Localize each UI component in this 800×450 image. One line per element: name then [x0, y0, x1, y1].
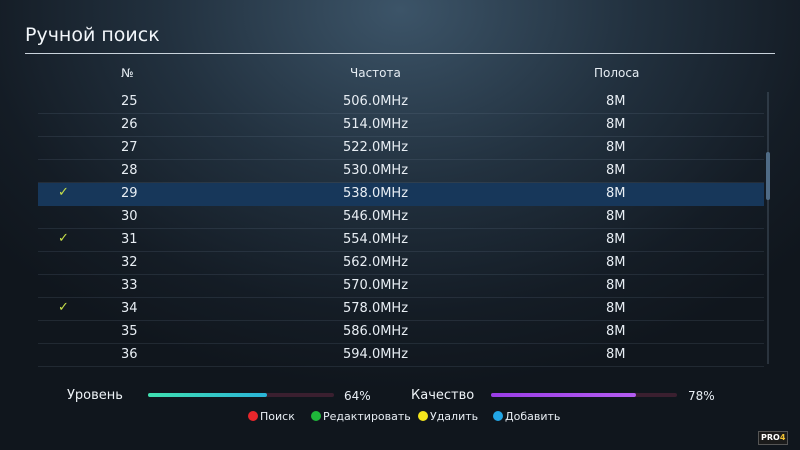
yellow-button-icon: [418, 411, 428, 421]
channel-bandwidth: 8M: [606, 94, 626, 109]
channel-number: 33: [121, 278, 138, 293]
logo-mark: 4: [779, 433, 786, 442]
channel-number: 27: [121, 140, 138, 155]
channel-number: 30: [121, 209, 138, 224]
quality-bar: [491, 393, 677, 397]
channel-frequency: 514.0MHz: [343, 117, 409, 132]
edit-key-label: Редактировать: [323, 410, 411, 423]
blue-button-icon: [493, 411, 503, 421]
channel-list: 25 506.0MHz 8M 26 514.0MHz 8M 27 522.0MHz 8M 28 53…: [38, 91, 764, 367]
channel-number: 25: [121, 94, 138, 109]
add-key-label: Добавить: [505, 410, 561, 423]
channel-bandwidth: 8M: [606, 324, 626, 339]
channel-bandwidth: 8M: [606, 278, 626, 293]
channel-frequency: 578.0MHz: [343, 301, 409, 316]
table-row[interactable]: ✓ 34 578.0MHz 8M: [38, 298, 764, 321]
table-row[interactable]: ✓ 31 554.0MHz 8M: [38, 229, 764, 252]
channel-frequency: 522.0MHz: [343, 140, 409, 155]
channel-number: 31: [121, 232, 138, 247]
check-icon: ✓: [58, 185, 69, 200]
edit-key[interactable]: Редактировать: [311, 410, 411, 423]
title-divider: [25, 53, 775, 54]
channel-bandwidth: 8M: [606, 140, 626, 155]
table-row[interactable]: 28 530.0MHz 8M: [38, 160, 764, 183]
channel-frequency: 506.0MHz: [343, 94, 409, 109]
channel-bandwidth: 8M: [606, 209, 626, 224]
scrollbar[interactable]: [766, 92, 770, 364]
channel-bandwidth: 8M: [606, 117, 626, 132]
check-icon: ✓: [58, 231, 69, 246]
channel-bandwidth: 8M: [606, 301, 626, 316]
level-percent: 64%: [344, 389, 371, 403]
table-row[interactable]: 25 506.0MHz 8M: [38, 91, 764, 114]
level-bar-fill: [148, 393, 268, 397]
quality-percent: 78%: [688, 389, 715, 403]
channel-bandwidth: 8M: [606, 186, 626, 201]
channel-frequency: 530.0MHz: [343, 163, 409, 178]
quality-label: Качество: [411, 388, 475, 403]
search-key-label: Поиск: [260, 410, 295, 423]
channel-number: 32: [121, 255, 138, 270]
channel-number: 29: [121, 186, 138, 201]
channel-frequency: 546.0MHz: [343, 209, 409, 224]
logo-text: PRO: [761, 433, 780, 442]
channel-number: 34: [121, 301, 138, 316]
channel-bandwidth: 8M: [606, 255, 626, 270]
channel-frequency: 538.0MHz: [343, 186, 409, 201]
channel-frequency: 586.0MHz: [343, 324, 409, 339]
add-key[interactable]: Добавить: [493, 410, 560, 423]
level-label: Уровень: [67, 388, 123, 403]
channel-number: 36: [121, 347, 138, 362]
delete-key[interactable]: Удалить: [418, 410, 478, 423]
channel-frequency: 554.0MHz: [343, 232, 409, 247]
table-row[interactable]: ✓ 29 538.0MHz 8M: [38, 183, 764, 206]
table-row[interactable]: 36 594.0MHz 8M: [38, 344, 764, 367]
channel-frequency: 562.0MHz: [343, 255, 409, 270]
green-button-icon: [311, 411, 321, 421]
channel-frequency: 594.0MHz: [343, 347, 409, 362]
channel-frequency: 570.0MHz: [343, 278, 409, 293]
scrollbar-thumb[interactable]: [766, 152, 770, 200]
channel-number: 26: [121, 117, 138, 132]
search-key[interactable]: Поиск: [248, 410, 295, 423]
channel-bandwidth: 8M: [606, 232, 626, 247]
table-row[interactable]: 26 514.0MHz 8M: [38, 114, 764, 137]
quality-bar-fill: [491, 393, 637, 397]
channel-number: 35: [121, 324, 138, 339]
table-header: № Частота Полоса: [0, 66, 800, 82]
column-header-frequency: Частота: [350, 66, 401, 80]
delete-key-label: Удалить: [430, 410, 479, 423]
table-row[interactable]: 35 586.0MHz 8M: [38, 321, 764, 344]
check-icon: ✓: [58, 300, 69, 315]
table-row[interactable]: 33 570.0MHz 8M: [38, 275, 764, 298]
red-button-icon: [248, 411, 258, 421]
table-row[interactable]: 32 562.0MHz 8M: [38, 252, 764, 275]
watermark-logo: PRO4: [758, 431, 789, 445]
channel-bandwidth: 8M: [606, 163, 626, 178]
channel-number: 28: [121, 163, 138, 178]
table-row[interactable]: 27 522.0MHz 8M: [38, 137, 764, 160]
column-header-number: №: [121, 66, 134, 80]
level-bar: [148, 393, 334, 397]
page-title: Ручной поиск: [25, 24, 160, 46]
channel-bandwidth: 8M: [606, 347, 626, 362]
column-header-bandwidth: Полоса: [594, 66, 640, 80]
table-row[interactable]: 30 546.0MHz 8M: [38, 206, 764, 229]
